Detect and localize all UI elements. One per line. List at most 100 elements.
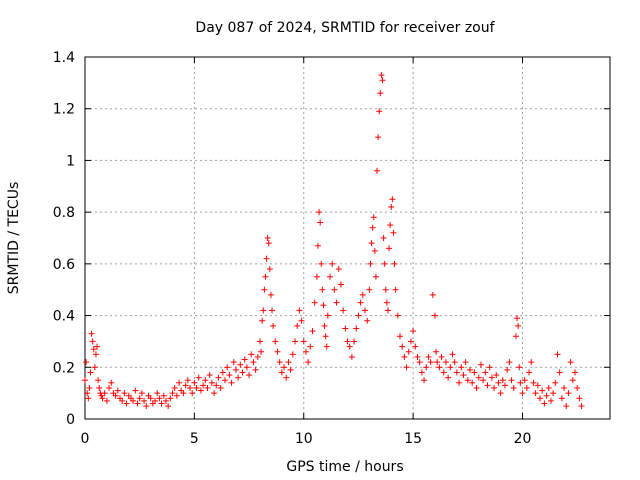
data-point <box>552 379 559 386</box>
data-point <box>158 400 165 407</box>
data-point <box>480 377 487 384</box>
data-point <box>193 384 200 391</box>
data-point <box>510 384 517 391</box>
data-point <box>416 359 423 366</box>
data-point <box>152 397 158 404</box>
data-point <box>458 364 465 371</box>
data-point <box>515 322 522 329</box>
data-point <box>436 364 443 371</box>
data-point <box>95 377 102 384</box>
grid-lines <box>85 57 610 419</box>
y-tick-label: 0 <box>66 412 75 428</box>
data-point <box>94 343 101 350</box>
data-point <box>83 359 90 366</box>
data-point <box>567 359 574 366</box>
data-point <box>386 245 393 252</box>
data-point <box>265 240 272 247</box>
data-point <box>274 348 281 355</box>
data-point <box>296 307 303 314</box>
data-point <box>357 299 364 306</box>
data-point <box>412 343 419 350</box>
data-point <box>319 286 326 293</box>
data-point <box>208 379 215 386</box>
data-point <box>313 273 320 280</box>
data-point <box>364 317 371 324</box>
data-point <box>504 366 511 373</box>
data-point <box>391 260 398 267</box>
data-point <box>333 299 340 306</box>
axis-ticks <box>84 56 610 420</box>
data-point <box>370 214 377 221</box>
data-point <box>362 307 368 314</box>
data-point <box>565 390 572 397</box>
data-point <box>230 359 237 366</box>
data-point <box>387 222 394 229</box>
data-point <box>477 361 484 368</box>
data-point <box>335 266 342 273</box>
data-point <box>260 307 267 314</box>
data-point <box>262 273 269 280</box>
data-point <box>423 364 430 371</box>
data-point <box>92 351 99 358</box>
data-point <box>445 374 452 381</box>
data-point <box>451 359 458 366</box>
data-point <box>534 382 541 389</box>
data-point <box>425 353 432 360</box>
data-point <box>517 379 524 386</box>
data-point <box>252 366 259 373</box>
data-point <box>90 346 97 353</box>
data-point <box>342 325 349 332</box>
data-point <box>316 209 323 216</box>
data-point <box>367 260 374 267</box>
data-point <box>263 255 270 262</box>
data-point <box>121 390 128 397</box>
data-point <box>182 382 189 389</box>
data-point <box>298 317 305 324</box>
data-point <box>215 374 222 381</box>
data-point <box>543 392 550 399</box>
data-point <box>399 343 406 350</box>
data-point <box>82 377 88 384</box>
data-point <box>539 387 546 394</box>
data-point <box>287 366 294 373</box>
data-point <box>189 390 196 397</box>
data-point <box>224 364 231 371</box>
y-tick-label: 0.2 <box>53 360 75 376</box>
data-point <box>488 374 495 381</box>
data-point <box>521 377 528 384</box>
data-point <box>141 397 148 404</box>
x-tick-label: 15 <box>404 431 422 447</box>
data-point <box>206 372 213 379</box>
data-point <box>355 312 362 319</box>
data-point <box>512 333 519 340</box>
data-point <box>547 397 554 404</box>
x-tick-labels: 0 5 10 15 20 <box>81 431 532 447</box>
data-point <box>572 369 578 376</box>
data-point <box>226 372 233 379</box>
data-point <box>351 338 358 345</box>
data-point <box>285 359 292 366</box>
data-point <box>541 400 548 407</box>
data-point <box>353 325 360 332</box>
data-point <box>156 395 163 402</box>
data-point <box>147 395 154 402</box>
data-point <box>376 108 383 115</box>
data-point <box>283 374 290 381</box>
data-point <box>87 369 94 376</box>
data-point <box>200 382 207 389</box>
data-point <box>418 369 425 376</box>
y-tick-label: 0.6 <box>53 257 75 273</box>
data-point <box>219 369 226 376</box>
data-point <box>173 392 180 399</box>
data-point <box>340 307 347 314</box>
data-point <box>98 392 105 399</box>
data-point <box>359 291 366 298</box>
data-point <box>241 356 248 363</box>
data-point <box>558 395 565 402</box>
data-point <box>154 390 161 397</box>
data-point <box>91 364 98 371</box>
data-point <box>211 390 218 397</box>
data-point <box>130 397 137 404</box>
data-point <box>484 382 491 389</box>
